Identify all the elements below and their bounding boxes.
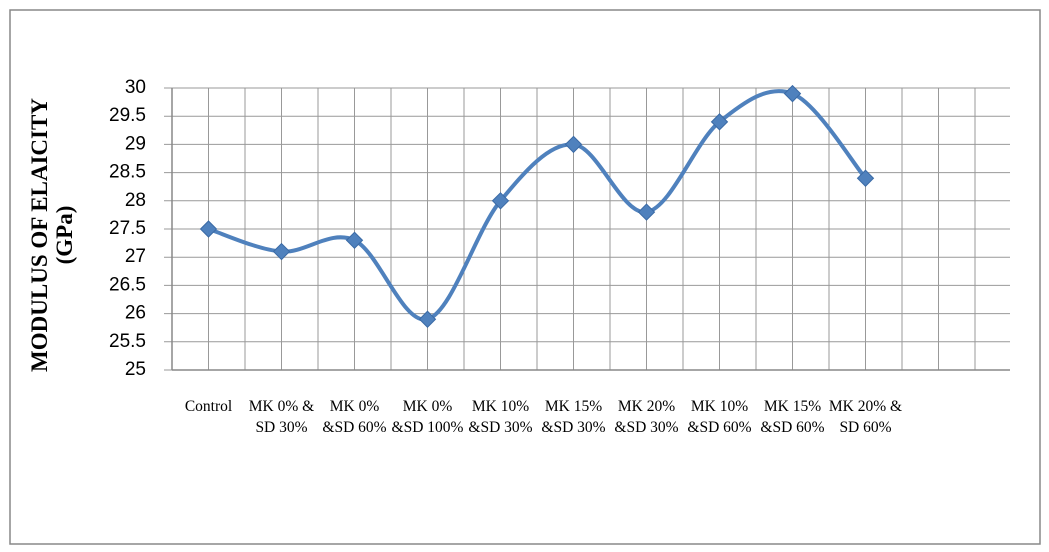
x-tick-label: MK 20% & SD 60% (828, 398, 903, 436)
y-tick-label: 30 (125, 77, 146, 98)
x-tick-label: Control (184, 398, 233, 415)
marker (856, 169, 875, 187)
marker (783, 84, 802, 103)
marker (272, 242, 291, 261)
x-tick-label: MK 0% &SD 60% (322, 398, 387, 436)
y-tick-label: 25.5 (109, 331, 146, 352)
marker (637, 203, 656, 221)
line (207, 89, 868, 322)
chart-border (9, 9, 1041, 545)
x-tick-label: MK 15% &SD 60% (760, 398, 825, 436)
x-tick-label: MK 20% &SD 30% (614, 398, 679, 436)
x-tick-label: MK 0% & SD 30% (248, 398, 315, 436)
y-tick-label: 27.5 (109, 218, 146, 239)
marker (710, 113, 729, 131)
y-tick-label: 25 (125, 359, 146, 380)
x-tick-label: MK 10% &SD 60% (687, 398, 752, 436)
y-axis-label: MODULUS OF ELAICITY (GPa) (27, 98, 77, 372)
x-tick-label: MK 15% &SD 30% (541, 398, 606, 436)
y-tick-label: 26.5 (109, 274, 146, 295)
x-tick-label: MK 10% &SD 30% (468, 398, 533, 436)
y-tick-label: 28.5 (109, 162, 146, 183)
y-tick-label: 28 (125, 190, 146, 211)
x-tick-label: MK 0% &SD 100% (391, 398, 464, 436)
marker (199, 220, 218, 238)
marker (564, 135, 583, 154)
y-tick-label: 26 (125, 303, 146, 324)
marker (418, 310, 437, 328)
y-tick-label: 29 (125, 133, 146, 154)
y-tick-label: 29.5 (109, 105, 146, 126)
marker (345, 231, 364, 249)
y-tick-label: 27 (125, 246, 146, 267)
marker (491, 192, 510, 210)
